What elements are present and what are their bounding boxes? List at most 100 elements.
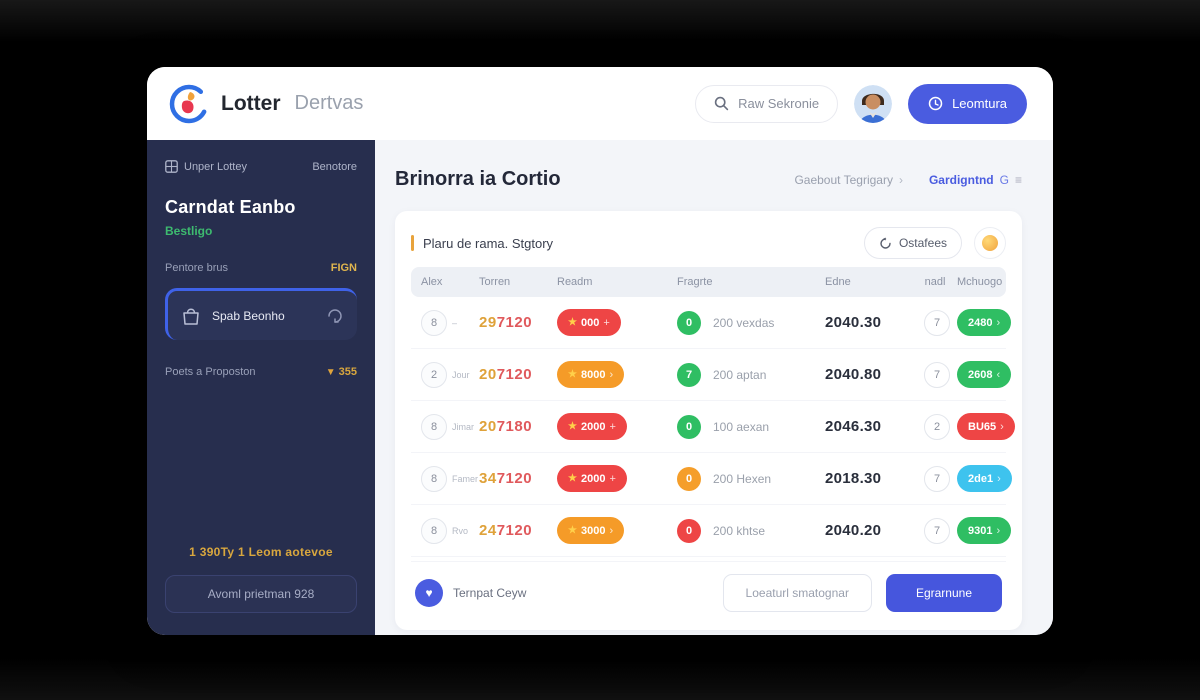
row-sub: Rvo [452, 525, 469, 536]
col-header[interactable]: Fragrte [677, 276, 713, 288]
status-dot: 7 [677, 362, 701, 387]
sidebar-title: Carndat Eanbo [165, 197, 296, 217]
status-dot: 0 [677, 310, 701, 335]
shield-heart-icon: ♥ [415, 579, 443, 607]
star-icon: ★ [568, 525, 577, 536]
bid-pill[interactable]: ★ 000 + [557, 309, 621, 336]
sidebar: Unper Lottey Benotore Carndat Eanbo Best… [147, 140, 375, 635]
bid-pill[interactable]: ★ 8000 › [557, 361, 625, 388]
card-footer: ♥ Ternpat Ceyw Loeaturl smatognar Egrarn… [411, 561, 1006, 620]
equals-icon: ≡ [1014, 172, 1022, 187]
row-time: 2018.30 [825, 470, 882, 487]
sidebar-row2-value: ▼ 355 [325, 366, 357, 378]
primary-button[interactable]: Egrarnune [885, 574, 1002, 612]
help-button[interactable]: 7 [924, 309, 950, 336]
col-header: Torren [479, 276, 511, 288]
footer-note: Ternpat Ceyw [453, 586, 527, 600]
page-title: Brinorra ia Cortio [395, 168, 561, 190]
row-badge: 2 [421, 361, 447, 388]
clock-icon [928, 96, 943, 111]
header-link[interactable]: Gardigntnd G ≡ [928, 172, 1022, 187]
row-badge: 8 [421, 413, 447, 440]
refresh-label: Ostafees [898, 236, 947, 250]
row-sub: Jour [452, 369, 470, 380]
bid-pill[interactable]: ★ 2000 + [557, 465, 627, 492]
table-row: 8 Rvo 247120 ★ 3000 › 0 200 khtse 2040.20 7 … [411, 505, 1012, 557]
row-qty: 200 aptan [713, 367, 767, 382]
status-dot: 0 [677, 414, 701, 439]
sidebar-lottery-menu[interactable]: Unper Lottey [165, 160, 247, 173]
star-icon: ★ [568, 473, 577, 484]
main-content: Brinorra ia Cortio Gaebout Tegrigary › G… [375, 140, 1053, 635]
bid-pill[interactable]: ★ 2000 + [557, 413, 627, 440]
brand-name: Lotter [221, 91, 281, 115]
col-header[interactable]: Readm [557, 276, 593, 288]
breadcrumb[interactable]: Gaebout Tegrigary › [794, 172, 903, 187]
bid-pill[interactable]: ★ 3000 › [557, 517, 625, 544]
help-button[interactable]: 7 [924, 517, 950, 544]
coin-button[interactable] [974, 227, 1006, 259]
brand: Lotter Dertvas [169, 84, 363, 124]
refresh-icon [879, 237, 892, 250]
chevron-right-icon: › [898, 172, 903, 187]
row-time: 2040.80 [825, 366, 882, 383]
status-dot: 0 [677, 518, 701, 543]
star-icon: ★ [568, 421, 577, 432]
help-button[interactable]: 7 [924, 361, 950, 388]
action-pill[interactable]: BU65 › [957, 413, 1015, 440]
sidebar-balance-text: 1 390Ty 1 Leom aotevoe [189, 545, 333, 559]
loop-arrow-icon[interactable] [325, 306, 345, 326]
help-button[interactable]: 7 [924, 465, 950, 492]
sidebar-benotore-menu[interactable]: Benotore [312, 160, 357, 173]
action-pill[interactable]: 2480 › [957, 309, 1012, 336]
sidebar-subtitle: Bestligo [165, 224, 213, 238]
col-header: Mchuogo [957, 276, 1003, 288]
triangle-down-icon: ▼ [325, 367, 336, 378]
row-number: 207120 [479, 366, 533, 383]
row-qty: 200 Hexen [713, 471, 772, 486]
sidebar-action-card[interactable]: Spab Beonho [165, 288, 357, 340]
star-icon: ★ [568, 369, 577, 380]
sidebar-row2-label: Poets a Proposton [165, 366, 256, 378]
sidebar-row1-label: Pentore brus [165, 262, 228, 274]
col-header: Edne [825, 276, 851, 288]
row-qty: 200 vexdas [713, 315, 775, 330]
sidebar-bottom-button[interactable]: Avoml prietman 928 [165, 575, 357, 613]
action-pill[interactable]: 9301 › [957, 517, 1012, 544]
app-window: Lotter Dertvas Raw Sekronie Leomtura [147, 67, 1053, 635]
refresh-button[interactable]: Ostafees [863, 227, 962, 259]
top-bar: Lotter Dertvas Raw Sekronie Leomtura [147, 67, 1053, 140]
user-avatar[interactable] [854, 84, 893, 123]
secondary-button[interactable]: Loeaturl smatognar [722, 574, 872, 612]
table-row: 8 Jimar 207180 ★ 2000 + 0 100 aexan 2046.30 … [411, 401, 1015, 453]
action-pill[interactable]: 2de1 › [957, 465, 1012, 492]
bag-icon [180, 305, 202, 327]
table-row: 8– 297120 ★ 000 + 0 200 vexdas 2040.30 7 24… [411, 297, 1012, 349]
row-badge: 8 [421, 309, 447, 336]
action-pill[interactable]: 2608 ‹ [957, 361, 1012, 388]
header-cta-button[interactable]: Leomtura [908, 83, 1027, 124]
row-sub: Famer [452, 473, 479, 484]
header-cta-label: Leomtura [952, 96, 1007, 111]
grid-icon [165, 160, 178, 173]
table-header: Alex Torren Readm Fragrte Edne nadl Mchu… [411, 267, 1006, 297]
row-number: 297120 [479, 314, 533, 331]
brand-logo-icon [169, 84, 209, 124]
row-time: 2040.30 [825, 314, 882, 331]
row-badge: 8 [421, 465, 447, 492]
brand-subname: Dertvas [294, 92, 364, 114]
row-time: 2040.20 [825, 522, 882, 539]
card-title: Plaru de rama. Stgtory [423, 235, 554, 251]
row-number: 347120 [479, 470, 533, 487]
help-button[interactable]: 2 [924, 413, 950, 440]
sidebar-action-label: Spab Beonho [212, 308, 285, 323]
row-sub: – [452, 317, 458, 328]
row-number: 247120 [479, 522, 533, 539]
sidebar-nav-left-label: Unper Lottey [184, 160, 247, 173]
sidebar-row1-value: FIGN [330, 262, 357, 274]
coin-icon [982, 235, 998, 251]
search-text: Raw Sekronie [738, 96, 820, 111]
row-qty: 100 aexan [713, 419, 770, 434]
search-input[interactable]: Raw Sekronie [695, 84, 839, 123]
row-number: 207180 [479, 418, 533, 435]
